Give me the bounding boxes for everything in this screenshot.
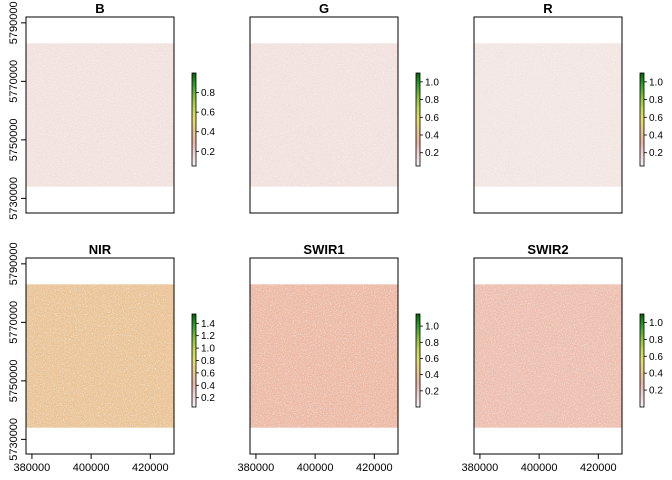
legend-tick-label: 0.4: [201, 127, 215, 138]
x-tick-label: 400000: [521, 462, 558, 474]
legend-tick-label: 1.4: [201, 319, 215, 330]
raster-speckle: [474, 43, 622, 187]
legend-tick-label: 0.6: [425, 113, 439, 124]
panel-swir2: SWIR2 380000 400000 420000 0.2 0.4 0.6 0.8 1.0: [462, 242, 664, 474]
legend-tick-label: 0.2: [201, 147, 215, 158]
legend-tick-label: 0.2: [425, 148, 439, 159]
legend-tick-label: 0.2: [425, 386, 439, 397]
plot-frame: [25, 16, 175, 214]
x-tick-label: 420000: [132, 462, 169, 474]
legend-tick-label: 1.2: [201, 331, 215, 342]
panel-nir: NIR 5730000 5750000 5770000 5790000 380000 400…: [8, 242, 215, 474]
plot-frame: [249, 257, 399, 455]
panel-b: B57300005750000577000057900000.20.40.60.…: [8, 1, 215, 220]
legend-tick-label: 0.4: [649, 369, 663, 380]
x-tick-label: 420000: [356, 462, 393, 474]
x-tick-label: 420000: [580, 462, 617, 474]
raster-speckle: [474, 284, 622, 428]
legend-gradient: [639, 313, 645, 408]
x-tick-label: 380000: [238, 462, 275, 474]
plot-frame: [473, 16, 623, 214]
panel-title: G: [319, 1, 329, 16]
legend-tick-label: 0.8: [425, 95, 439, 106]
legend-tick-label: 0.8: [201, 356, 215, 367]
legend-tick-label: 0.4: [425, 370, 439, 381]
legend-tick-label: 0.8: [649, 95, 663, 106]
legend-tick-label: 0.6: [201, 108, 215, 119]
legend-tick-label: 1.0: [201, 344, 215, 355]
legend-tick-label: 0.8: [425, 338, 439, 349]
y-tick-label: 5750000: [8, 359, 20, 402]
legend-colorbar: 0.20.4 0.60.81.0 1.21.4: [191, 313, 215, 408]
legend-tick-label: 0.6: [649, 113, 663, 124]
y-tick-label: 5750000: [8, 118, 20, 161]
y-tick-label: 5770000: [8, 301, 20, 344]
panel-title: B: [95, 1, 104, 16]
legend-colorbar: 0.2 0.4 0.6 0.8 1.0: [415, 72, 439, 167]
legend-gradient: [415, 72, 421, 167]
x-tick-label: 400000: [297, 462, 334, 474]
legend-tick-label: 0.6: [201, 368, 215, 379]
panel-title: SWIR1: [303, 242, 344, 257]
legend-tick-label: 1.0: [649, 318, 663, 329]
raster-speckle: [250, 43, 398, 187]
y-tick-label: 5770000: [8, 60, 20, 103]
legend-tick-label: 0.4: [649, 131, 663, 142]
y-tick-label: 5730000: [8, 177, 20, 220]
legend-tick-label: 1.0: [649, 77, 663, 88]
panel-title: R: [543, 1, 553, 16]
legend-gradient: [415, 313, 421, 408]
legend-gradient: [191, 72, 197, 167]
panel-title: NIR: [89, 242, 112, 257]
plot-frame: [25, 257, 175, 455]
x-tick-label: 380000: [462, 462, 499, 474]
legend-tick-label: 0.2: [649, 386, 663, 397]
x-tick-label: 380000: [14, 462, 51, 474]
panel-g: G 0.2 0.4 0.6 0.8 1.0: [249, 1, 439, 214]
x-tick-label: 400000: [73, 462, 110, 474]
y-tick-label: 5790000: [8, 242, 20, 285]
y-tick-label: 5790000: [8, 1, 20, 44]
legend-tick-label: 1.0: [425, 322, 439, 333]
legend-tick-label: 0.6: [425, 354, 439, 365]
panel-swir1: SWIR1 380000 400000 420000 0.2 0.4 0.6 0.8 1.0: [238, 242, 440, 474]
legend-colorbar: 0.2 0.4 0.6 0.8 1.0: [415, 313, 439, 408]
legend-gradient: [191, 313, 197, 408]
legend-colorbar: 0.2 0.4 0.6 0.8: [191, 72, 215, 167]
panel-title: SWIR2: [527, 242, 568, 257]
raster-speckle: [250, 284, 398, 428]
plot-frame: [473, 257, 623, 455]
legend-tick-label: 0.6: [649, 352, 663, 363]
legend-tick-label: 0.4: [201, 381, 215, 392]
legend-colorbar: 0.2 0.4 0.6 0.8 1.0: [639, 313, 663, 408]
legend-tick-label: 0.8: [201, 88, 215, 99]
legend-tick-label: 0.2: [649, 148, 663, 159]
panel-r: R 0.2 0.4 0.6 0.8 1.0: [473, 1, 663, 214]
y-tick-label: 5730000: [8, 418, 20, 461]
legend-tick-label: 0.8: [649, 335, 663, 346]
legend-gradient: [639, 72, 645, 167]
legend-tick-label: 1.0: [425, 77, 439, 88]
legend-tick-label: 0.4: [425, 131, 439, 142]
raster-speckle: [26, 43, 174, 187]
legend-colorbar: 0.2 0.4 0.6 0.8 1.0: [639, 72, 663, 167]
raster-speckle: [26, 284, 174, 428]
legend-tick-label: 0.2: [201, 393, 215, 404]
plot-frame: [249, 16, 399, 214]
